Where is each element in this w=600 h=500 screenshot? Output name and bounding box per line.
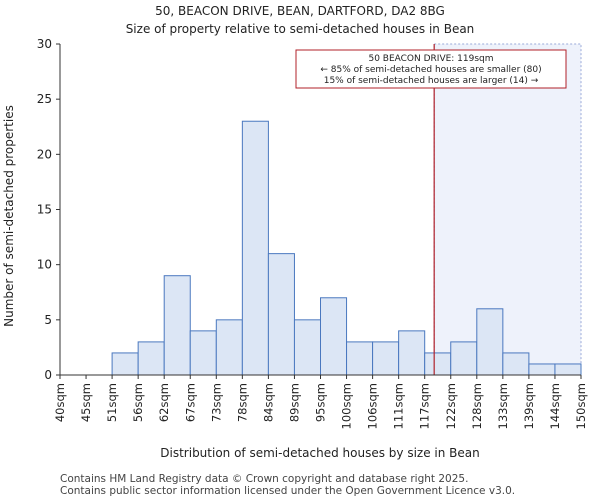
annotation-box: 50 BEACON DRIVE: 119sqm ← 85% of semi-de…	[295, 49, 567, 89]
histogram-bar	[450, 341, 478, 376]
y-tick-label: 25	[37, 92, 52, 106]
histogram-bar	[241, 120, 269, 376]
x-tick-label: 106sqm	[366, 383, 380, 429]
histogram-bar	[267, 253, 295, 376]
histogram-bar	[346, 341, 374, 376]
histogram-bar	[111, 352, 139, 376]
histogram-bar	[528, 363, 556, 376]
histogram-bar	[293, 319, 322, 376]
x-tick-label: 100sqm	[340, 383, 354, 429]
y-axis-label: Number of semi-detached properties	[2, 105, 16, 327]
x-tick-label: 133sqm	[496, 383, 510, 429]
x-tick-label: 67sqm	[183, 383, 197, 422]
annotation-line-2: ← 85% of semi-detached houses are smalle…	[320, 65, 541, 75]
histogram-bar	[320, 297, 348, 376]
y-tick-label: 10	[37, 258, 52, 272]
y-tick-label: 20	[37, 147, 52, 161]
annotation-line-3: 15% of semi-detached houses are larger (…	[324, 76, 539, 86]
x-tick-label: 128sqm	[470, 383, 484, 429]
x-tick-label: 89sqm	[287, 383, 301, 422]
footer-copyright: Contains HM Land Registry data © Crown c…	[60, 473, 469, 485]
x-tick-label: 45sqm	[79, 383, 93, 422]
x-tick-label: 117sqm	[418, 383, 432, 429]
chart-subtitle: Size of property relative to semi-detach…	[126, 22, 475, 36]
x-tick-label: 150sqm	[574, 383, 588, 429]
histogram-bar	[502, 352, 530, 376]
x-tick-label: 84sqm	[261, 383, 275, 422]
footer-licence: Contains public sector information licen…	[60, 485, 516, 497]
histogram-bar	[189, 330, 217, 376]
histogram-bar	[163, 275, 191, 376]
histogram-bar	[554, 363, 582, 376]
x-tick-label: 56sqm	[131, 383, 145, 422]
x-tick-label: 144sqm	[548, 383, 562, 429]
x-tick-label: 62sqm	[157, 383, 171, 422]
histogram-bar	[476, 308, 504, 376]
histogram-bar	[372, 341, 400, 376]
annotation-frame	[295, 49, 567, 89]
x-tick-label: 95sqm	[314, 383, 328, 422]
y-tick-label: 5	[44, 313, 52, 327]
x-tick-label: 78sqm	[235, 383, 249, 422]
histogram-bar	[137, 341, 165, 376]
y-tick-label: 30	[37, 37, 52, 51]
y-tick-label: 15	[37, 203, 52, 217]
chart-title: 50, BEACON DRIVE, BEAN, DARTFORD, DA2 8B…	[155, 4, 445, 18]
x-tick-label: 73sqm	[209, 383, 223, 422]
x-axis-label: Distribution of semi-detached houses by …	[160, 446, 479, 460]
histogram-bar	[215, 319, 243, 376]
histogram-bar	[398, 330, 426, 376]
larger-region-highlight	[433, 43, 582, 376]
x-tick-label: 51sqm	[105, 383, 119, 422]
x-tick-label: 122sqm	[444, 383, 458, 429]
histogram-bar	[424, 352, 452, 376]
x-tick-label: 40sqm	[53, 383, 67, 422]
x-tick-label: 111sqm	[392, 383, 406, 429]
x-tick-label: 139sqm	[522, 383, 536, 429]
annotation-line-1: 50 BEACON DRIVE: 119sqm	[368, 54, 493, 64]
y-tick-label: 0	[44, 368, 52, 382]
